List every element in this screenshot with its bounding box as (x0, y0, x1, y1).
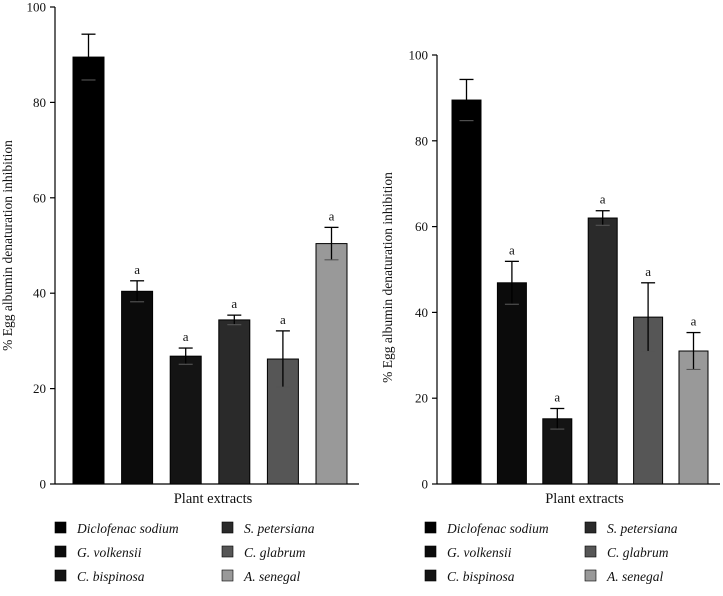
legend-swatch (54, 545, 67, 558)
y-axis-label: % Egg albumin denaturation inhibition (0, 140, 15, 351)
legend-label: C. bispinosa (77, 569, 145, 584)
legend-label: C. bispinosa (447, 569, 515, 584)
legend-swatch (584, 569, 597, 582)
significance-label: a (554, 389, 560, 404)
bar-6 (315, 243, 348, 485)
bar-4 (587, 217, 618, 485)
significance-label: a (183, 329, 189, 344)
legend-label: C. glabrum (244, 545, 306, 560)
legend-label: S. petersiana (244, 521, 315, 536)
legend-swatch (221, 521, 234, 534)
legend-label: A. senegal (243, 569, 300, 584)
legend-label: G. volkensii (447, 545, 512, 560)
legend-label: Diclofenac sodium (446, 521, 549, 536)
significance-label: a (231, 296, 237, 311)
bar-3 (169, 355, 202, 485)
y-tick-label: 80 (33, 95, 46, 110)
significance-label: a (691, 314, 697, 329)
legend-label: Diclofenac sodium (76, 521, 179, 536)
y-tick-label: 20 (33, 381, 46, 396)
y-tick-label: 100 (27, 0, 47, 15)
x-axis-label: Plant extracts (174, 491, 253, 507)
y-axis-label: % Egg albumin denaturation inhibition (380, 172, 395, 383)
y-tick-label: 40 (415, 305, 428, 320)
significance-label: a (280, 312, 286, 327)
y-tick-label: 60 (33, 190, 46, 205)
chart-1: 0 20 40 60 80 100 % Egg albumin denaturation i… (0, 0, 359, 584)
legend: Diclofenac sodium S. petersiana G. volkens… (424, 521, 678, 584)
y-tick-label: 0 (422, 477, 429, 492)
legend-label: S. petersiana (607, 521, 678, 536)
y-tick-label: 20 (415, 391, 428, 406)
chart-2: 0 20 40 60 80 100 % Egg albumin denaturation i… (380, 48, 720, 584)
legend: Diclofenac sodium S. petersiana G. volkens… (54, 521, 315, 584)
legend-swatch (424, 545, 437, 558)
legend-label: C. glabrum (607, 545, 669, 560)
y-tick-label: 40 (33, 286, 46, 301)
y-tick-label: 0 (40, 477, 47, 492)
y-tick-label: 60 (415, 219, 428, 234)
legend-swatch (54, 521, 67, 534)
legend-swatch (221, 569, 234, 582)
legend-swatch (424, 521, 437, 534)
bar-6 (678, 350, 709, 485)
bar-2 (496, 282, 527, 485)
significance-label: a (645, 264, 651, 279)
legend-swatch (221, 545, 234, 558)
bar-1 (451, 99, 482, 485)
y-tick-label: 100 (409, 48, 429, 63)
significance-label: a (329, 208, 335, 223)
legend-label: G. volkensii (77, 545, 142, 560)
y-tick-label: 80 (415, 133, 428, 148)
legend-swatch (584, 545, 597, 558)
bar-2 (121, 290, 154, 485)
significance-label: a (509, 242, 515, 257)
legend-swatch (424, 569, 437, 582)
legend-swatch (54, 569, 67, 582)
significance-label: a (600, 192, 606, 207)
significance-label: a (134, 262, 140, 277)
bar-4 (218, 319, 251, 485)
x-axis-label: Plant extracts (545, 491, 624, 507)
legend-swatch (584, 521, 597, 534)
legend-label: A. senegal (606, 569, 663, 584)
bar-1 (72, 56, 105, 485)
bar-3 (542, 418, 573, 485)
